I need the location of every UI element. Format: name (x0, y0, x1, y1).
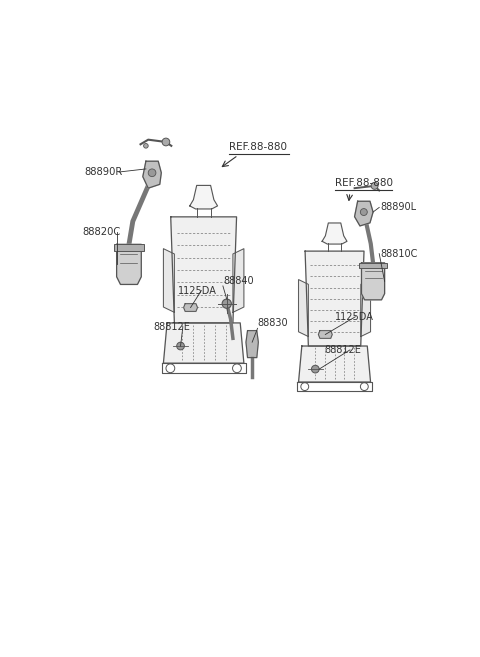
Polygon shape (305, 251, 364, 346)
Circle shape (371, 183, 378, 189)
Polygon shape (163, 323, 244, 363)
Text: 88890L: 88890L (381, 202, 417, 212)
Circle shape (312, 365, 319, 373)
Text: 88890R: 88890R (84, 167, 122, 177)
Text: 88820C: 88820C (83, 227, 121, 237)
Polygon shape (233, 249, 244, 312)
Text: 1125DA: 1125DA (335, 312, 373, 322)
Polygon shape (361, 263, 384, 300)
Polygon shape (163, 249, 174, 312)
FancyBboxPatch shape (114, 244, 144, 250)
Polygon shape (117, 244, 141, 284)
Text: REF.88-880: REF.88-880 (335, 178, 393, 188)
Polygon shape (184, 304, 197, 311)
Circle shape (162, 138, 170, 146)
Polygon shape (322, 223, 347, 244)
Circle shape (177, 342, 184, 350)
Circle shape (222, 299, 231, 308)
Circle shape (148, 169, 156, 177)
Text: 88812E: 88812E (324, 345, 361, 355)
Text: 88840: 88840 (223, 275, 253, 286)
Polygon shape (318, 330, 332, 338)
Text: 88810C: 88810C (381, 248, 418, 259)
Polygon shape (299, 346, 371, 382)
Polygon shape (299, 280, 308, 336)
Polygon shape (171, 217, 237, 323)
Text: REF.88-880: REF.88-880 (229, 142, 287, 152)
Text: 88812E: 88812E (154, 322, 191, 332)
Polygon shape (143, 161, 161, 188)
Polygon shape (190, 185, 217, 209)
Text: 1125DA: 1125DA (178, 286, 217, 296)
Polygon shape (355, 201, 373, 226)
FancyBboxPatch shape (359, 263, 387, 268)
Circle shape (144, 143, 148, 148)
Polygon shape (246, 330, 258, 357)
Circle shape (360, 208, 367, 215)
Polygon shape (361, 280, 371, 336)
Text: 88830: 88830 (258, 318, 288, 328)
